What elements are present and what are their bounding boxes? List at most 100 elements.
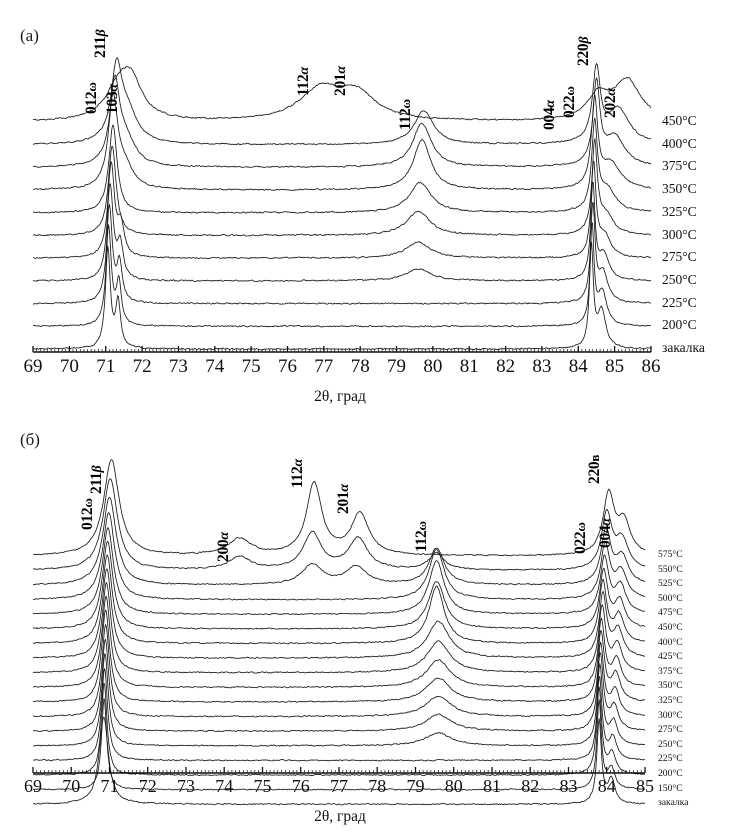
peak-label-phase: β — [577, 36, 593, 44]
peak-label-112α: 112α — [295, 67, 313, 96]
x-tick-label-76: 76 — [278, 356, 297, 377]
x-tick-label-81: 81 — [483, 776, 501, 796]
x-tick-label-80: 80 — [423, 356, 443, 377]
x-tick-label-69: 69 — [24, 776, 42, 796]
series-label-275C: 275°C — [662, 249, 697, 265]
peak-label-004α: 004α — [541, 100, 559, 130]
peak-label-211β: 211β — [88, 466, 106, 494]
panel-a: (а) 012ω 211β 103α 112α 201α 112ω 004α 022ω 220β… — [0, 0, 742, 418]
peak-label-index: 201 — [335, 491, 353, 514]
peak-label-112ω: 112ω — [413, 521, 431, 552]
series-label-450C: 450°C — [662, 113, 697, 128]
peak-label-index: 004 — [540, 107, 558, 130]
panel-b-tag: (б) — [20, 430, 40, 449]
series-label-525C: 525°C — [658, 578, 683, 590]
series-label-575C: 575°C — [658, 549, 683, 560]
x-tick-label-72: 72 — [138, 776, 157, 796]
trace-525C — [32, 496, 646, 586]
panel-b-plot — [32, 459, 646, 806]
peak-label-index: 220 — [575, 43, 593, 66]
x-tick-label-77: 77 — [314, 356, 334, 377]
series-label-225C: 225°C — [658, 753, 683, 765]
peak-label-022ω: 022ω — [561, 86, 579, 118]
peak-label-phase: α — [599, 518, 615, 526]
series-label-425C: 425°C — [658, 651, 683, 663]
peak-label-index: 201 — [331, 73, 349, 96]
peak-label-103α: 103α — [104, 84, 122, 114]
trace-400C — [33, 57, 651, 146]
series-label-300C: 300°C — [662, 226, 697, 242]
panel-a-plot — [32, 57, 652, 353]
x-tick-label-72: 72 — [132, 356, 152, 377]
x-tick-label-70: 70 — [62, 776, 81, 796]
peak-label-phase: ω — [414, 521, 430, 531]
trace-325C — [33, 609, 646, 703]
series-label-250C: 250°C — [662, 271, 697, 287]
peak-label-004α: 004α — [597, 518, 615, 548]
x-tick-label-78: 78 — [368, 776, 387, 796]
x-tick-label-85: 85 — [605, 356, 625, 377]
peak-label-phase: α — [106, 84, 122, 92]
trace-200C — [32, 222, 651, 328]
x-tick-label-71: 71 — [96, 356, 116, 377]
peak-label-phase: β — [90, 465, 106, 473]
x-tick-label-82: 82 — [521, 776, 540, 796]
trace-250C — [33, 653, 646, 747]
series-label-375C: 375°C — [662, 158, 697, 174]
trace-325C — [32, 117, 652, 214]
series-label-475C: 475°C — [658, 607, 683, 619]
peak-label-phase: в — [586, 454, 602, 462]
x-tick-label-85: 85 — [636, 776, 654, 796]
panel-b: (б) 012ω 211β 200α 112α 201α 112ω 022ω 220в 004α… — [0, 418, 742, 837]
series-label-закалка: закалка — [662, 340, 705, 355]
panel-a-tag: (а) — [20, 26, 39, 45]
trace-375C — [32, 74, 652, 169]
x-tick-label-78: 78 — [350, 356, 370, 377]
trace-закалка — [32, 241, 652, 351]
x-axis-tick-marks — [32, 767, 646, 773]
peak-label-022ω: 022ω — [572, 522, 590, 554]
trace-275C — [32, 638, 646, 733]
trace-450C — [32, 66, 652, 121]
peak-label-phase: ω — [79, 498, 95, 508]
peak-label-phase: ω — [397, 99, 413, 109]
peak-label-200α: 200α — [215, 532, 233, 562]
series-label-500C: 500°C — [658, 592, 683, 604]
trace-225C — [32, 668, 646, 762]
series-label-325C: 325°C — [662, 203, 697, 219]
peak-label-index: 022 — [572, 531, 590, 554]
trace-375C — [32, 582, 646, 674]
series-label-200C: 200°C — [658, 768, 683, 779]
peak-label-index: 103 — [104, 91, 122, 114]
trace-400C — [32, 554, 646, 645]
peak-label-index: 211 — [88, 472, 106, 495]
trace-250C — [32, 181, 652, 283]
peak-label-index: 112 — [289, 466, 307, 489]
peak-label-phase: α — [216, 532, 232, 540]
x-tick-label-75: 75 — [241, 356, 261, 377]
x-tick-label-80: 80 — [444, 776, 463, 796]
x-tick-label-84: 84 — [597, 776, 616, 796]
trace-350C — [32, 595, 646, 689]
peak-label-index: 012 — [82, 91, 100, 114]
peak-label-index: 211 — [91, 36, 109, 59]
peak-label-220β: 220β — [575, 37, 593, 66]
peak-label-phase: ω — [561, 86, 577, 96]
x-tick-label-79: 79 — [406, 776, 425, 796]
trace-550C — [32, 478, 646, 571]
peak-label-012ω: 012ω — [83, 82, 101, 114]
series-label-300C: 300°C — [658, 709, 683, 721]
trace-500C — [32, 512, 646, 601]
peak-label-phase: ω — [83, 82, 99, 92]
series-label-400C: 400°C — [658, 636, 683, 648]
x-tick-label-82: 82 — [496, 356, 516, 377]
peak-label-index: 112 — [396, 108, 414, 131]
x-tick-label-76: 76 — [291, 776, 310, 796]
peak-label-012ω: 012ω — [79, 498, 97, 530]
series-label-275C: 275°C — [658, 724, 683, 736]
trace-300C — [32, 624, 646, 718]
peak-label-phase: α — [337, 484, 353, 492]
x-tick-label-86: 86 — [641, 356, 661, 377]
peak-label-index: 220 — [585, 461, 603, 484]
series-label-325C: 325°C — [658, 695, 683, 706]
